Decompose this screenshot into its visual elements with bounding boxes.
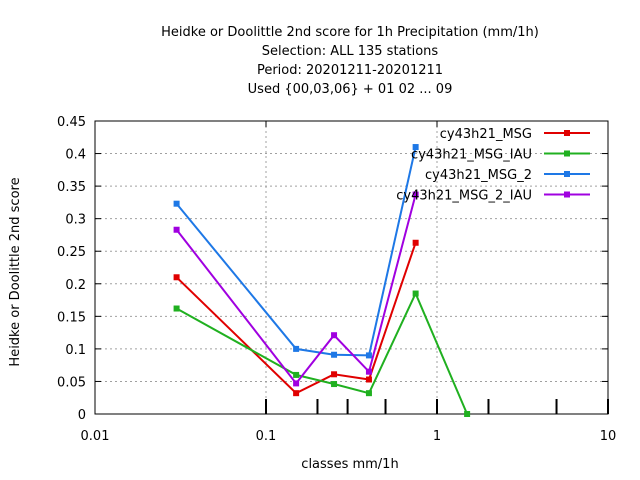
- data-point: [293, 371, 300, 378]
- title-line: Selection: ALL 135 stations: [262, 44, 439, 59]
- x-axis-label: classes mm/1h: [301, 457, 398, 472]
- data-point: [293, 380, 300, 387]
- data-point: [365, 376, 372, 383]
- data-point: [173, 226, 180, 233]
- series-line-1: [176, 291, 469, 415]
- title-line: Heidke or Doolittle 2nd score for 1h Pre…: [161, 25, 539, 40]
- legend-label: cy43h21_MSG_2: [425, 168, 532, 183]
- legend-label: cy43h21_MSG: [440, 127, 532, 142]
- data-point: [365, 390, 372, 397]
- data-point: [331, 351, 338, 358]
- data-point: [412, 191, 419, 198]
- legend-label: cy43h21_MSG_IAU: [411, 148, 532, 163]
- data-point: [412, 290, 419, 297]
- y-tick-label: 0.4: [65, 148, 86, 163]
- legend: cy43h21_MSG cy43h21_MSG_IAU cy43h21_MSG_2c…: [396, 127, 590, 204]
- data-point: [331, 371, 338, 378]
- y-tick-label: 0.2: [65, 278, 86, 293]
- plot-border: [94, 120, 609, 415]
- chart-title: Heidke or Doolittle 2nd score for 1h Pre…: [161, 25, 539, 97]
- data-point: [365, 368, 372, 375]
- y-tick-label: 0.35: [57, 180, 86, 195]
- x-tick-label: 1: [433, 429, 441, 444]
- legend-marker: [564, 191, 570, 198]
- legend-marker: [564, 130, 570, 136]
- plot-frame: [94, 120, 609, 415]
- data-point: [412, 144, 419, 151]
- y-tick-label: 0.45: [57, 115, 86, 130]
- data-point: [173, 305, 180, 312]
- axis-ticks: 0 0.05 0.1 0.15 0.2 0.25 0.3 0.35 0.4 0.45 0.01 0.1…: [57, 115, 616, 444]
- x-tick-label: 0.1: [256, 429, 277, 444]
- data-point: [173, 200, 180, 207]
- data-point: [293, 390, 300, 397]
- data-point: [412, 239, 419, 246]
- data-point: [293, 345, 300, 352]
- legend-marker: [564, 150, 570, 157]
- y-tick-label: 0.15: [57, 310, 86, 325]
- y-tick-label: 0: [78, 408, 86, 423]
- legend-marker: [564, 171, 570, 177]
- y-axis-label: Heidke or Doolittle 2nd score: [8, 177, 23, 366]
- series-line-3: [175, 194, 417, 386]
- y-tick-label: 0.3: [65, 213, 86, 228]
- grid: [95, 121, 608, 414]
- data-point: [331, 381, 338, 388]
- data-point: [365, 352, 372, 359]
- legend-label: cy43h21_MSG_2_IAU: [396, 189, 532, 204]
- y-tick-label: 0.05: [57, 375, 86, 390]
- x-tick-label: 0.01: [81, 429, 110, 444]
- y-tick-label: 0.25: [57, 245, 86, 260]
- data-point: [331, 332, 338, 339]
- title-line: Used {00,03,06} + 01 02 ... 09: [248, 82, 453, 97]
- series-group: [173, 144, 471, 417]
- title-line: Period: 20201211-20201211: [257, 63, 443, 78]
- data-point: [173, 274, 180, 281]
- x-tick-label: 10: [600, 429, 617, 444]
- y-tick-label: 0.1: [65, 343, 86, 358]
- data-point: [464, 411, 471, 417]
